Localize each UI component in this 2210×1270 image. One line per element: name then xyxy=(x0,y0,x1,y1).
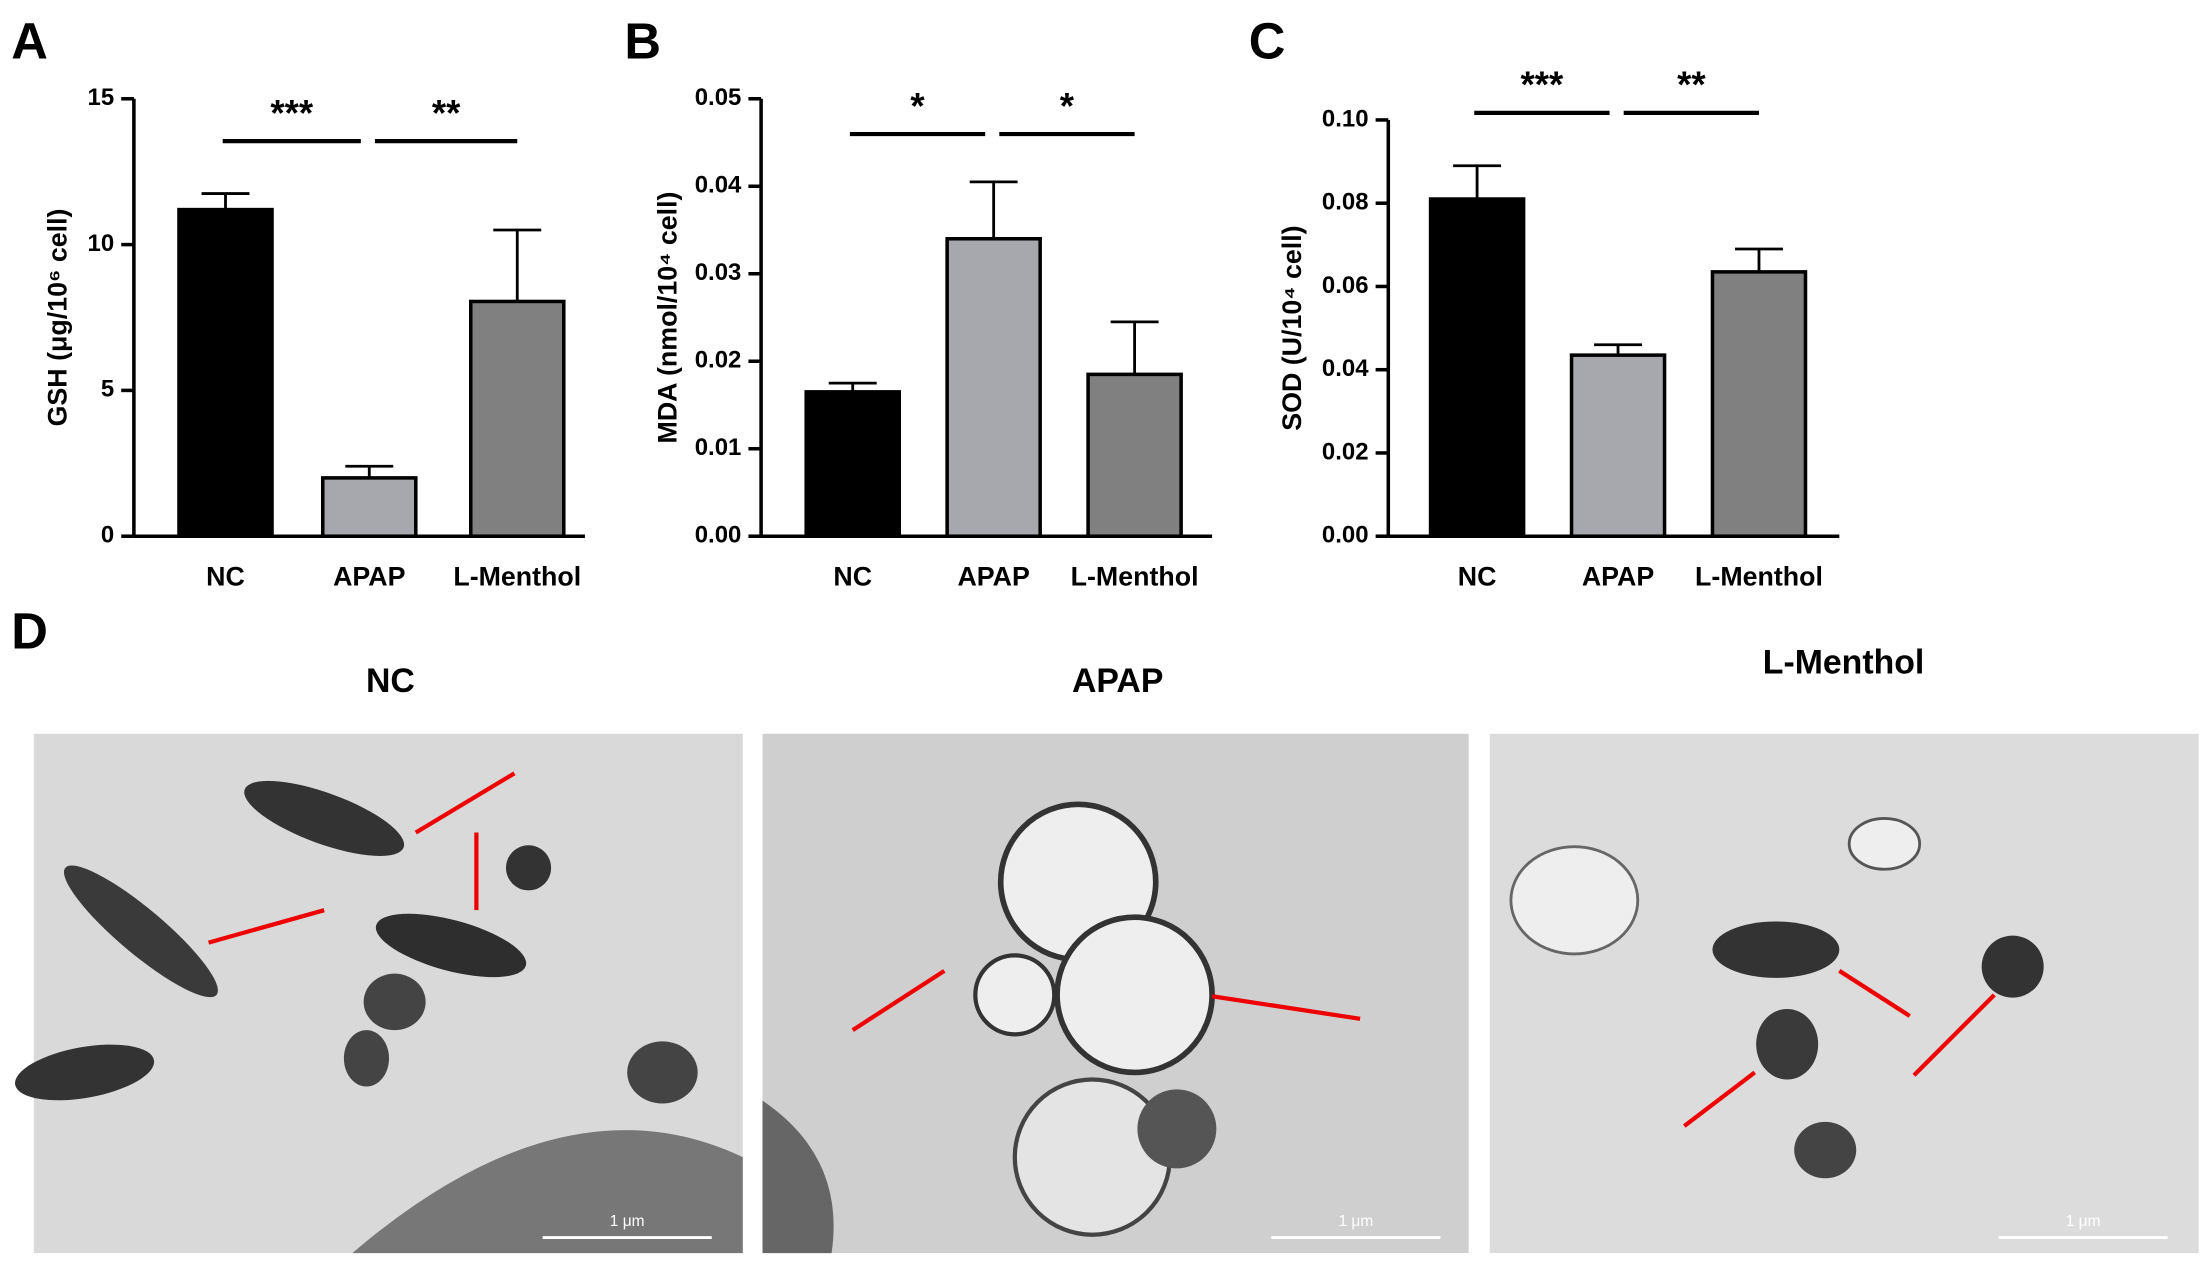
y-tick-label: 0.04 xyxy=(695,172,742,199)
x-tick-label: NC xyxy=(206,562,245,592)
y-tick-label: 0.00 xyxy=(1322,522,1369,549)
y-axis-label: MDA (nmol/10⁴ cell) xyxy=(653,192,683,444)
panel-label: A xyxy=(11,13,48,70)
x-tick-label: APAP xyxy=(333,562,405,592)
y-tick-label: 0.02 xyxy=(1322,438,1369,465)
y-tick-label: 10 xyxy=(88,230,115,257)
significance-label: * xyxy=(910,85,925,126)
y-axis-label: SOD (U/10⁴ cell) xyxy=(1277,225,1307,430)
x-tick-label: APAP xyxy=(957,562,1029,592)
x-tick-label: APAP xyxy=(1582,562,1654,592)
y-tick-label: 0.01 xyxy=(695,434,742,461)
y-tick-label: 0.03 xyxy=(695,259,742,286)
panel-label: D xyxy=(11,602,48,659)
y-tick-label: 15 xyxy=(88,84,115,111)
scale-bar-label: 1 μm xyxy=(610,1213,645,1230)
panel-label: B xyxy=(624,13,661,70)
x-tick-label: L-Menthol xyxy=(1695,562,1823,592)
y-tick-label: 0.08 xyxy=(1322,189,1369,216)
bar xyxy=(945,236,1042,538)
bar xyxy=(1710,270,1808,538)
image-title: NC xyxy=(366,662,415,700)
bar xyxy=(1086,372,1183,538)
micrograph xyxy=(1489,733,2199,1254)
y-tick-label: 0.04 xyxy=(1322,355,1369,382)
bar xyxy=(1569,353,1667,538)
y-tick-label: 5 xyxy=(101,376,114,403)
y-tick-label: 0.10 xyxy=(1322,105,1369,132)
significance-label: * xyxy=(1060,85,1075,126)
x-tick-label: L-Menthol xyxy=(453,562,581,592)
panel-label: C xyxy=(1249,13,1286,70)
y-tick-label: 0.06 xyxy=(1322,272,1369,299)
scale-bar-label: 1 μm xyxy=(1338,1213,1373,1230)
y-tick-label: 0.05 xyxy=(695,84,742,111)
y-tick-label: 0.02 xyxy=(695,347,742,374)
significance-label: *** xyxy=(270,92,314,133)
bar xyxy=(320,476,418,538)
y-axis-label: GSH (μg/10⁶ cell) xyxy=(42,209,72,427)
x-tick-label: NC xyxy=(833,562,872,592)
bar xyxy=(1428,197,1526,538)
scale-bar-label: 1 μm xyxy=(2066,1213,2101,1230)
bar xyxy=(804,390,901,538)
y-tick-label: 0.00 xyxy=(695,522,742,549)
bar xyxy=(177,207,274,538)
image-title: APAP xyxy=(1072,662,1163,700)
significance-label: *** xyxy=(1521,64,1565,105)
image-title: L-Menthol xyxy=(1763,644,1924,682)
y-tick-label: 0 xyxy=(101,522,114,549)
significance-label: ** xyxy=(1677,64,1706,105)
bar xyxy=(468,299,566,538)
x-tick-label: L-Menthol xyxy=(1071,562,1199,592)
micrograph xyxy=(15,733,743,1254)
micrograph xyxy=(762,733,1469,1254)
significance-label: ** xyxy=(432,92,461,133)
x-tick-label: NC xyxy=(1458,562,1497,592)
